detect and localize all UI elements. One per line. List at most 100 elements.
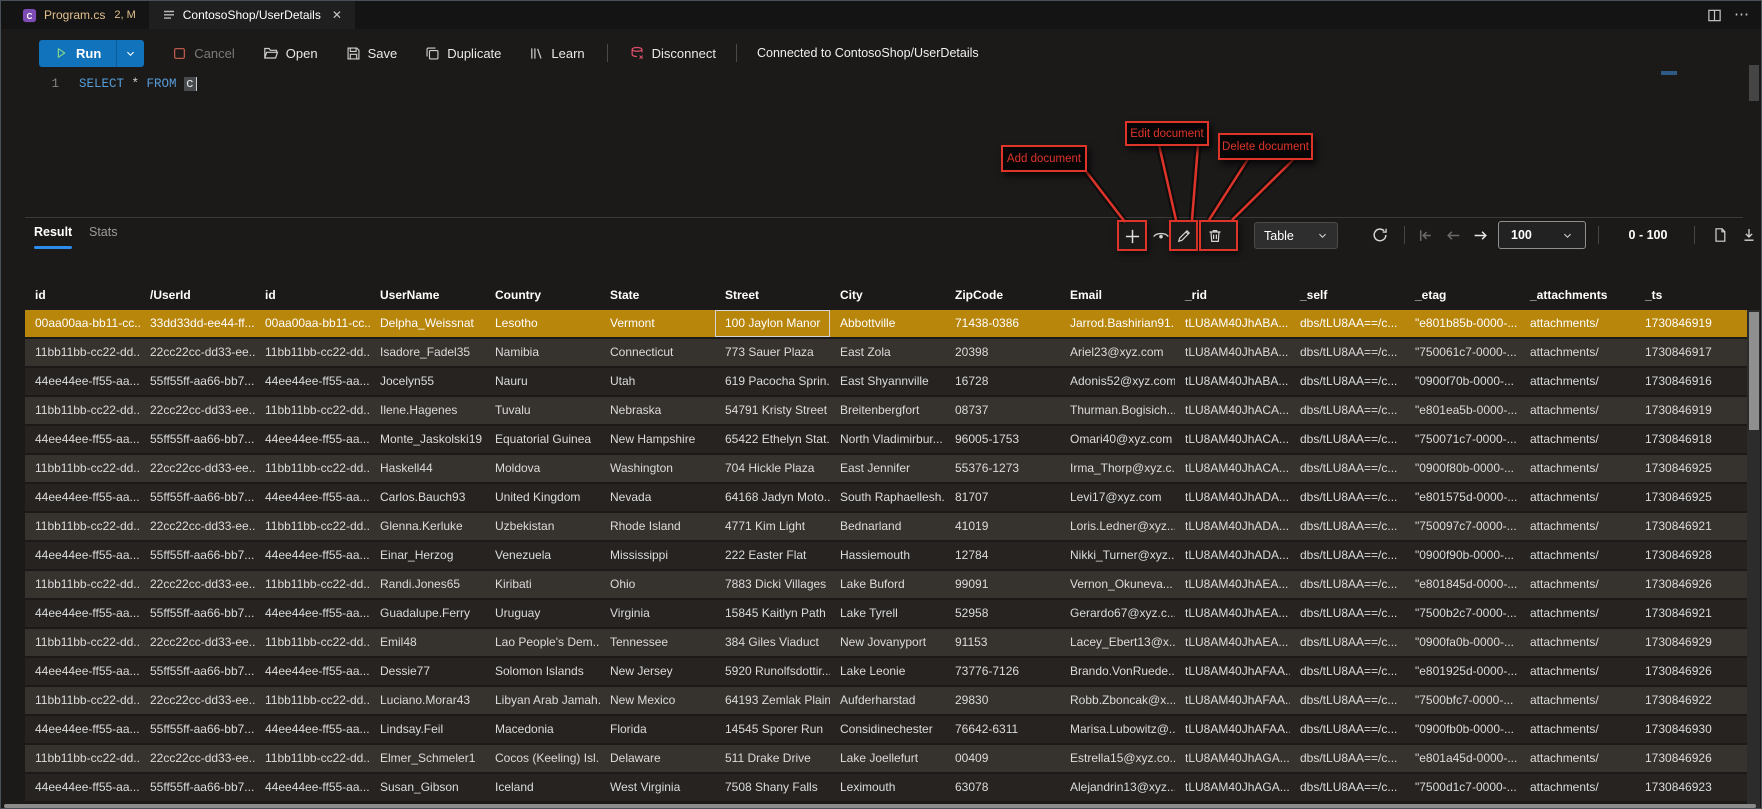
table-cell[interactable]: Isadore_Fadel35	[380, 345, 471, 359]
table-cell[interactable]: Aufderharstad	[840, 693, 916, 707]
table-cell[interactable]: "0900fb0b-0000-...	[1415, 722, 1514, 736]
table-cell[interactable]: Washington	[610, 461, 673, 475]
column-header-userid[interactable]: /UserId	[150, 288, 191, 302]
table-cell[interactable]: 76642-6311	[955, 722, 1019, 736]
prev-page-icon[interactable]	[1443, 225, 1463, 245]
table-cell[interactable]: 52958	[955, 606, 989, 620]
table-cell[interactable]: 100 Jaylon Manor	[725, 316, 821, 330]
table-cell[interactable]: 222 Easter Flat	[725, 548, 807, 562]
table-cell[interactable]: attachments/	[1530, 374, 1599, 388]
table-row[interactable]: 44ee44ee-ff55-aa... 55ff55ff-aa66-bb7... 4…	[25, 716, 1750, 743]
table-cell[interactable]: 22cc22cc-dd33-ee...	[150, 461, 255, 475]
table-cell[interactable]: 11bb11bb-cc22-dd...	[265, 635, 370, 649]
table-cell[interactable]: attachments/	[1530, 461, 1599, 475]
table-cell[interactable]: Lindsay.Feil	[380, 722, 444, 736]
table-cell[interactable]: Jocelyn55	[380, 374, 435, 388]
table-cell[interactable]: Lake Buford	[840, 577, 905, 591]
table-cell[interactable]: 11bb11bb-cc22-dd...	[265, 693, 370, 707]
table-cell[interactable]: dbs/tLU8AA==/c...	[1300, 606, 1398, 620]
table-cell[interactable]: "0900fa0b-0000-...	[1415, 635, 1514, 649]
table-cell[interactable]: dbs/tLU8AA==/c...	[1300, 722, 1398, 736]
more-actions-icon[interactable]: ⋯	[1734, 6, 1749, 23]
table-cell[interactable]: dbs/tLU8AA==/c...	[1300, 548, 1398, 562]
table-cell[interactable]: Lake Joellefurt	[840, 751, 919, 765]
table-cell[interactable]: Bednarland	[840, 519, 902, 533]
table-cell[interactable]: 4771 Kim Light	[725, 519, 806, 533]
table-cell[interactable]: Delpha_Weissnat	[380, 316, 474, 330]
table-cell[interactable]: tLU8AM40JhACA...	[1185, 403, 1290, 417]
column-header-id[interactable]: id	[35, 288, 46, 302]
table-cell[interactable]: Ilene.Hagenes	[380, 403, 458, 417]
table-cell[interactable]: attachments/	[1530, 693, 1599, 707]
table-cell[interactable]: attachments/	[1530, 751, 1599, 765]
learn-button[interactable]: Learn	[529, 46, 585, 61]
table-cell[interactable]: Susan_Gibson	[380, 780, 459, 794]
column-header-zipcode[interactable]: ZipCode	[955, 288, 1003, 302]
table-cell[interactable]: 44ee44ee-ff55-aa...	[35, 490, 140, 504]
table-cell[interactable]: 54791 Kristy Street	[725, 403, 828, 417]
table-cell[interactable]: "e801575d-0000-...	[1415, 490, 1518, 504]
table-cell[interactable]: Lake Leonie	[840, 664, 906, 678]
table-cell[interactable]: tLU8AM40JhADA...	[1185, 490, 1290, 504]
table-cell[interactable]: attachments/	[1530, 345, 1599, 359]
table-cell[interactable]: Estrella15@xyz.co...	[1070, 751, 1175, 765]
table-cell[interactable]: 44ee44ee-ff55-aa...	[35, 606, 140, 620]
table-cell[interactable]: attachments/	[1530, 490, 1599, 504]
table-cell[interactable]: 44ee44ee-ff55-aa...	[265, 374, 370, 388]
table-cell[interactable]: Libyan Arab Jamah...	[495, 693, 600, 707]
column-header-street[interactable]: Street	[725, 288, 760, 302]
table-cell[interactable]: Solomon Islands	[495, 664, 584, 678]
table-cell[interactable]: "0900f70b-0000-...	[1415, 374, 1514, 388]
table-cell[interactable]: 08737	[955, 403, 989, 417]
table-cell[interactable]: "7500d1c7-0000-...	[1415, 780, 1517, 794]
table-cell[interactable]: tLU8AM40JhAFAA...	[1185, 664, 1290, 678]
table-row[interactable]: 44ee44ee-ff55-aa... 55ff55ff-aa66-bb7... 4…	[25, 426, 1750, 453]
table-cell[interactable]: Hassiemouth	[840, 548, 911, 562]
column-header-attachments[interactable]: _attachments	[1530, 288, 1608, 302]
table-cell[interactable]: dbs/tLU8AA==/c...	[1300, 693, 1398, 707]
preview-eye-icon[interactable]	[1151, 226, 1171, 246]
table-cell[interactable]: 11bb11bb-cc22-dd...	[35, 403, 140, 417]
column-header-city[interactable]: City	[840, 288, 863, 302]
table-cell[interactable]: Venezuela	[495, 548, 552, 562]
table-cell[interactable]: Delaware	[610, 751, 661, 765]
table-cell[interactable]: Namibia	[495, 345, 540, 359]
table-cell[interactable]: Loris.Ledner@xyz...	[1070, 519, 1175, 533]
table-cell[interactable]: 44ee44ee-ff55-aa...	[35, 664, 140, 678]
table-cell[interactable]: 29830	[955, 693, 989, 707]
table-cell[interactable]: Macedonia	[495, 722, 554, 736]
table-cell[interactable]: 63078	[955, 780, 989, 794]
table-cell[interactable]: "e801925d-0000-...	[1415, 664, 1518, 678]
table-cell[interactable]: 11bb11bb-cc22-dd...	[265, 577, 370, 591]
table-cell[interactable]: 1730846921	[1645, 519, 1712, 533]
table-cell[interactable]: Thurman.Bogisich...	[1070, 403, 1175, 417]
table-cell[interactable]: 44ee44ee-ff55-aa...	[35, 374, 140, 388]
table-cell[interactable]: 33dd33dd-ee44-ff...	[150, 316, 255, 330]
table-cell[interactable]: attachments/	[1530, 432, 1599, 446]
table-cell[interactable]: Lesotho	[495, 316, 538, 330]
column-header-country[interactable]: Country	[495, 288, 541, 302]
table-cell[interactable]: 55ff55ff-aa66-bb7...	[150, 374, 255, 388]
table-cell[interactable]: dbs/tLU8AA==/c...	[1300, 432, 1398, 446]
table-row[interactable]: 00aa00aa-bb11-cc... 33dd33dd-ee44-ff... 00…	[25, 310, 1750, 337]
table-cell[interactable]: Omari40@xyz.com	[1070, 432, 1173, 446]
table-cell[interactable]: 55ff55ff-aa66-bb7...	[150, 606, 255, 620]
table-cell[interactable]: tLU8AM40JhADA...	[1185, 548, 1290, 562]
split-editor-icon[interactable]	[1707, 8, 1722, 23]
table-cell[interactable]: tLU8AM40JhADA...	[1185, 519, 1290, 533]
run-dropdown-button[interactable]	[116, 39, 144, 67]
table-cell[interactable]: 16728	[955, 374, 989, 388]
table-cell[interactable]: 55ff55ff-aa66-bb7...	[150, 780, 255, 794]
table-cell[interactable]: Lao People's Dem...	[495, 635, 600, 649]
duplicate-button[interactable]: Duplicate	[425, 46, 501, 61]
table-row[interactable]: 11bb11bb-cc22-dd... 22cc22cc-dd33-ee... 11…	[25, 571, 1750, 598]
table-cell[interactable]: 1730846926	[1645, 577, 1712, 591]
table-cell[interactable]: Uzbekistan	[495, 519, 555, 533]
table-cell[interactable]: 1730846928	[1645, 548, 1712, 562]
table-cell[interactable]: 00409	[955, 751, 989, 765]
column-header-email[interactable]: Email	[1070, 288, 1103, 302]
table-cell[interactable]: tLU8AM40JhAFAA...	[1185, 693, 1290, 707]
table-cell[interactable]: Levi17@xyz.com	[1070, 490, 1162, 504]
table-cell[interactable]: dbs/tLU8AA==/c...	[1300, 664, 1398, 678]
table-cell[interactable]: 44ee44ee-ff55-aa...	[35, 432, 140, 446]
